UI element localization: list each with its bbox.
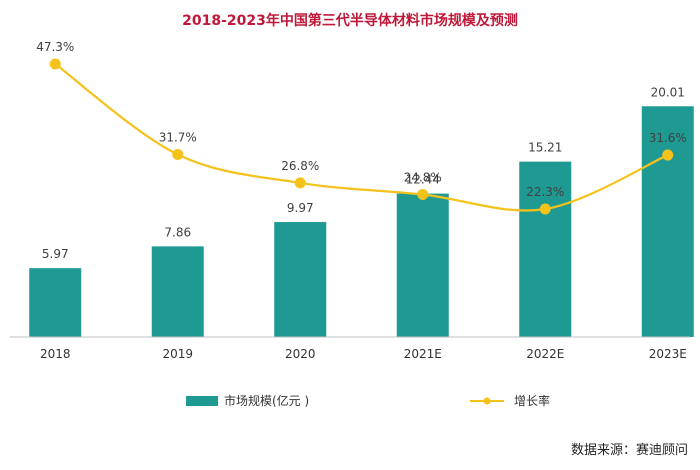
bar-group: 5.97 7.86 9.97 12.44 15.21 20.01 (29, 85, 694, 337)
legend-swatch-growth-dot (483, 397, 491, 405)
growth-value-label-2019: 31.7% (159, 130, 197, 144)
growth-value-label-2021E: 24.8% (404, 171, 442, 185)
bar-value-label-2018: 5.97 (42, 247, 69, 261)
x-tick-2023E: 2023E (649, 347, 687, 361)
legend-label-market-size: 市场规模(亿元 ) (224, 393, 309, 408)
x-tick-2018: 2018 (40, 347, 71, 361)
growth-value-label-2018: 47.3% (36, 40, 74, 54)
bar-2018 (29, 268, 82, 337)
growth-value-label-2020: 26.8% (281, 159, 319, 173)
legend: 市场规模(亿元 ) 增长率 (186, 393, 550, 408)
growth-value-label-2023E: 31.6% (649, 131, 687, 145)
growth-point-2020 (294, 177, 306, 189)
bar-2023E (641, 106, 694, 337)
bar-value-label-2021E: 12.44 (406, 173, 440, 187)
growth-line (54, 63, 669, 212)
legend-label-growth: 增长率 (514, 393, 550, 408)
source-note: 数据来源：赛迪顾问 (570, 443, 688, 458)
growth-value-label-2022E: 22.3% (526, 185, 564, 199)
x-tick-2020: 2020 (285, 347, 316, 361)
bar-value-label-2022E: 15.21 (528, 141, 562, 155)
growth-point-2018 (49, 58, 61, 70)
x-tick-2022E: 2022E (526, 347, 564, 361)
bar-2019 (151, 246, 204, 337)
growth-point-2023E (662, 149, 674, 161)
bar-2022E (519, 161, 572, 337)
growth-line-group: 47.3% 31.7% 26.8% 24.8% 22.3% 31.6% (36, 40, 687, 215)
growth-point-2021E (417, 189, 429, 200)
x-tick-2019: 2019 (162, 347, 193, 361)
growth-point-2022E (539, 203, 551, 215)
bar-value-label-2023E: 20.01 (651, 85, 685, 99)
x-tick-2021E: 2021E (404, 347, 442, 361)
bar-2021E (396, 193, 449, 337)
bar-value-label-2020: 9.97 (287, 201, 314, 215)
x-tick-labels: 2018 2019 2020 2021E 2022E 2023E (40, 347, 687, 361)
chart-title: 2018-2023年中国第三代半导体材料市场规模及预测 (182, 13, 518, 29)
growth-point-2019 (172, 148, 184, 160)
bar-value-label-2019: 7.86 (164, 225, 191, 239)
bar-2020 (274, 222, 327, 337)
legend-swatch-market-size (186, 396, 218, 406)
